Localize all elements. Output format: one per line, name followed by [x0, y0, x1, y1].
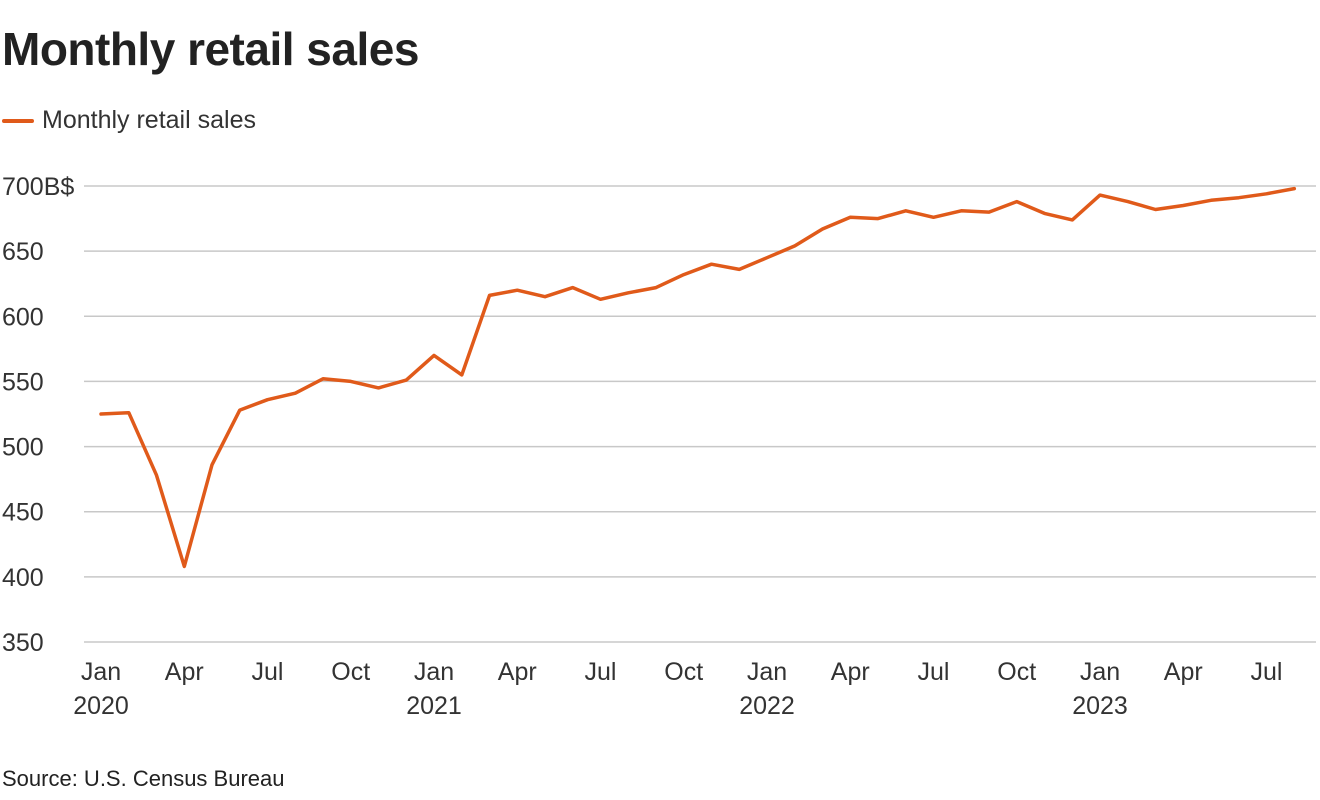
- x-tick-label: Jan: [1080, 658, 1120, 686]
- y-tick-label: 550: [2, 368, 44, 396]
- y-tick-label: 650: [2, 238, 44, 266]
- source-note: Source: U.S. Census Bureau: [2, 766, 285, 791]
- y-tick-label: 700B$: [2, 173, 74, 201]
- x-tick-year-label: 2021: [406, 692, 462, 720]
- series-line: [99, 186, 1297, 569]
- x-tick-label: Jan: [81, 658, 121, 686]
- x-tick-label: Jan: [747, 658, 787, 686]
- x-tick-label: Jul: [918, 658, 950, 686]
- legend-swatch: [2, 118, 34, 123]
- x-tick-year-label: 2022: [739, 692, 795, 720]
- x-tick-year-label: 2023: [1072, 692, 1128, 720]
- x-tick-label: Oct: [331, 658, 370, 686]
- x-tick-label: Jul: [1251, 658, 1283, 686]
- x-tick-label: Jan: [414, 658, 454, 686]
- x-tick-label: Apr: [1164, 658, 1203, 686]
- legend-label: Monthly retail sales: [42, 106, 256, 134]
- legend: Monthly retail sales: [2, 106, 256, 135]
- x-tick-label: Apr: [498, 658, 537, 686]
- x-tick-label: Apr: [165, 658, 204, 686]
- y-tick-label: 450: [2, 499, 44, 527]
- x-tick-label: Apr: [831, 658, 870, 686]
- x-tick-label: Jul: [252, 658, 284, 686]
- y-tick-label: 400: [2, 564, 44, 592]
- x-tick-label: Oct: [997, 658, 1036, 686]
- x-tick-label: Oct: [664, 658, 703, 686]
- chart-title: Monthly retail sales: [2, 23, 419, 75]
- y-tick-label: 350: [2, 629, 44, 657]
- x-tick-label: Jul: [585, 658, 617, 686]
- y-tick-label: 500: [2, 434, 44, 462]
- y-tick-label: 600: [2, 303, 44, 331]
- x-tick-year-label: 2020: [73, 692, 129, 720]
